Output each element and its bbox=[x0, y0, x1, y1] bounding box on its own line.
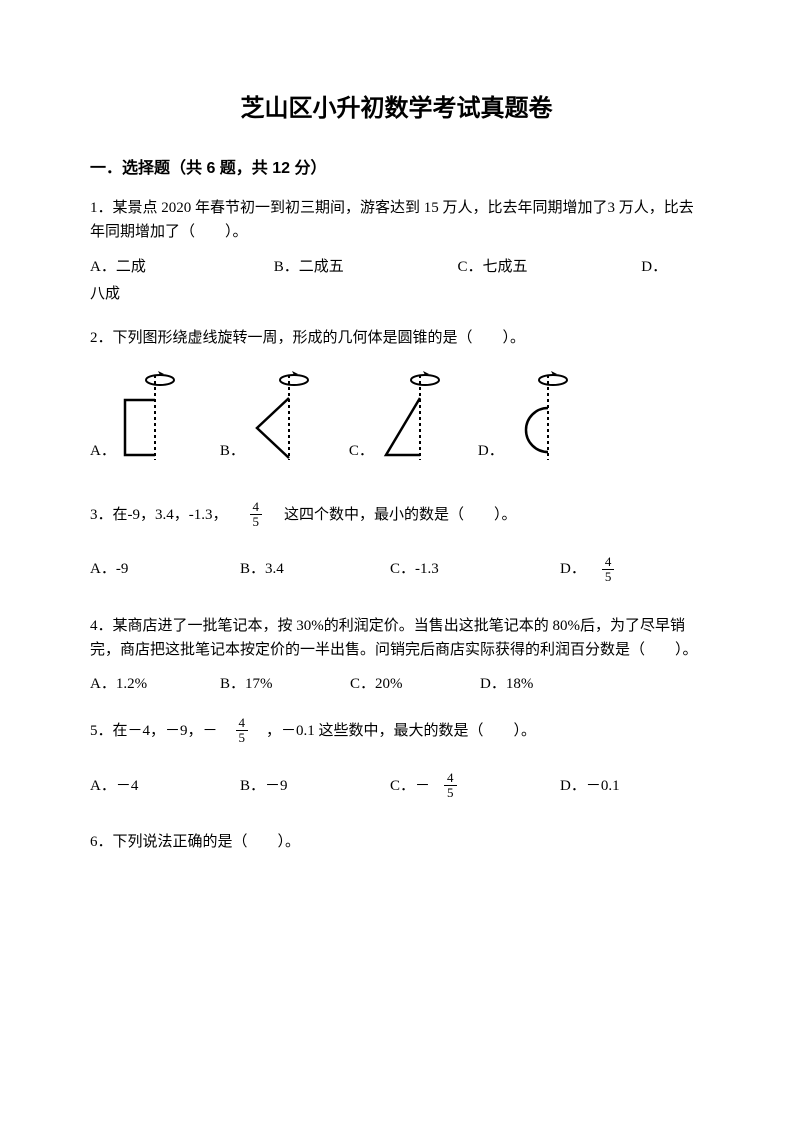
q4-option-b: B．17% bbox=[220, 672, 350, 696]
question-2: 2．下列图形绕虚线旋转一周，形成的几何体是圆锥的是（ ）。 A． B． C． bbox=[90, 326, 703, 465]
shape-d-svg bbox=[508, 370, 578, 465]
q2-shape-d: D． bbox=[478, 370, 578, 465]
q5-frac-num: 4 bbox=[236, 716, 249, 731]
q3-text: 3．在-9，3.4，-1.3， 4 5 这四个数中，最小的数是（ ）。 bbox=[90, 500, 703, 530]
q5-c-fraction: 4 5 bbox=[444, 771, 457, 801]
q3-fraction: 4 5 bbox=[250, 500, 263, 530]
q5-c-label: C．－ bbox=[390, 774, 430, 798]
q3-frac-den: 5 bbox=[250, 515, 263, 529]
question-6: 6．下列说法正确的是（ ）。 bbox=[90, 830, 703, 854]
q5-options: A．－4 B．－9 C．－ 4 5 D．－0.1 bbox=[90, 771, 703, 801]
q5-fraction: 4 5 bbox=[236, 716, 249, 746]
q5-pre: 5．在－4，－9，－ bbox=[90, 719, 218, 743]
q2-label-c: C． bbox=[349, 439, 374, 465]
q2-shape-b: B． bbox=[220, 370, 319, 465]
q6-text: 6．下列说法正确的是（ ）。 bbox=[90, 830, 703, 854]
q1-option-c: C．七成五 bbox=[458, 254, 638, 281]
q2-shapes: A． B． C． bbox=[90, 370, 703, 465]
q5-text: 5．在－4，－9，－ 4 5 ，－0.1 这些数中，最大的数是（ ）。 bbox=[90, 716, 703, 746]
q5-option-a: A．－4 bbox=[90, 771, 240, 801]
q3-d-label: D． bbox=[560, 557, 586, 581]
q5-option-c: C．－ 4 5 bbox=[390, 771, 560, 801]
q2-label-b: B． bbox=[220, 439, 245, 465]
section-header: 一．选择题（共 6 题，共 12 分） bbox=[90, 156, 703, 182]
q1-options: A．二成 B．二成五 C．七成五 D． 八成 bbox=[90, 254, 703, 308]
shape-b-svg bbox=[249, 370, 319, 465]
q3-options: A．-9 B．3.4 C．-1.3 D． 4 5 bbox=[90, 555, 703, 585]
shape-c-svg bbox=[378, 370, 448, 465]
q3-option-a: A．-9 bbox=[90, 555, 240, 585]
q3-d-frac-den: 5 bbox=[602, 570, 615, 584]
q3-pre: 3．在-9，3.4，-1.3， bbox=[90, 503, 228, 527]
shape-a-svg bbox=[120, 370, 190, 465]
q5-option-d: D．－0.1 bbox=[560, 771, 680, 801]
q2-shape-c: C． bbox=[349, 370, 448, 465]
q3-option-b: B．3.4 bbox=[240, 555, 390, 585]
exam-title: 芝山区小升初数学考试真题卷 bbox=[90, 90, 703, 128]
question-3: 3．在-9，3.4，-1.3， 4 5 这四个数中，最小的数是（ ）。 A．-9… bbox=[90, 500, 703, 584]
q5-post: ，－0.1 这些数中，最大的数是（ ）。 bbox=[266, 719, 536, 743]
q3-option-c: C．-1.3 bbox=[390, 555, 560, 585]
question-1: 1．某景点 2020 年春节初一到初三期间，游客达到 15 万人，比去年同期增加… bbox=[90, 196, 703, 308]
q3-d-fraction: 4 5 bbox=[602, 555, 615, 585]
q3-frac-num: 4 bbox=[250, 500, 263, 515]
q1-option-a: A．二成 bbox=[90, 254, 270, 281]
q4-options: A．1.2% B．17% C．20% D．18% bbox=[90, 672, 703, 696]
q2-text: 2．下列图形绕虚线旋转一周，形成的几何体是圆锥的是（ ）。 bbox=[90, 326, 703, 350]
q2-label-a: A． bbox=[90, 439, 116, 465]
q5-c-frac-num: 4 bbox=[444, 771, 457, 786]
q1-option-d: D． bbox=[641, 259, 667, 275]
q3-d-frac-num: 4 bbox=[602, 555, 615, 570]
q5-option-b: B．－9 bbox=[240, 771, 390, 801]
q2-shape-a: A． bbox=[90, 370, 190, 465]
q1-option-d-cont: 八成 bbox=[90, 286, 120, 302]
q5-c-frac-den: 5 bbox=[444, 786, 457, 800]
q1-text: 1．某景点 2020 年春节初一到初三期间，游客达到 15 万人，比去年同期增加… bbox=[90, 196, 703, 244]
q4-text: 4．某商店进了一批笔记本，按 30%的利润定价。当售出这批笔记本的 80%后，为… bbox=[90, 614, 703, 662]
q5-frac-den: 5 bbox=[236, 731, 249, 745]
question-4: 4．某商店进了一批笔记本，按 30%的利润定价。当售出这批笔记本的 80%后，为… bbox=[90, 614, 703, 696]
q4-option-a: A．1.2% bbox=[90, 672, 220, 696]
q2-label-d: D． bbox=[478, 439, 504, 465]
q1-option-b: B．二成五 bbox=[274, 254, 454, 281]
question-5: 5．在－4，－9，－ 4 5 ，－0.1 这些数中，最大的数是（ ）。 A．－4… bbox=[90, 716, 703, 800]
q3-option-d: D． 4 5 bbox=[560, 555, 680, 585]
q4-option-c: C．20% bbox=[350, 672, 480, 696]
q3-post: 这四个数中，最小的数是（ ）。 bbox=[284, 503, 517, 527]
q4-option-d: D．18% bbox=[480, 672, 610, 696]
